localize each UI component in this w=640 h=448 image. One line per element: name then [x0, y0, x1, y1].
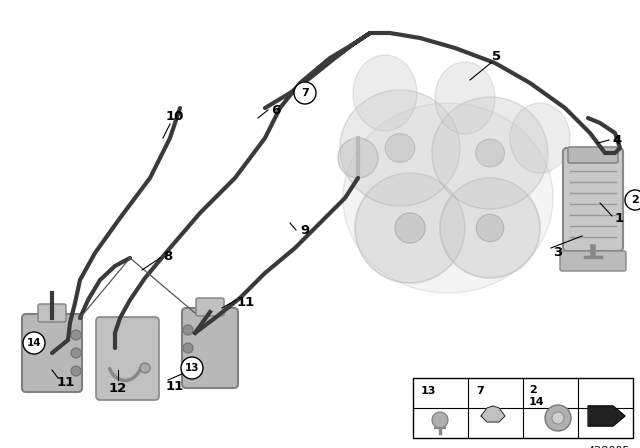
Circle shape [183, 325, 193, 335]
Ellipse shape [476, 214, 504, 242]
Text: 428005: 428005 [588, 446, 630, 448]
Circle shape [181, 357, 203, 379]
Text: 13: 13 [421, 386, 436, 396]
Text: 7: 7 [301, 88, 309, 98]
FancyBboxPatch shape [22, 314, 82, 392]
FancyBboxPatch shape [568, 147, 618, 163]
FancyBboxPatch shape [560, 251, 626, 271]
Circle shape [183, 343, 193, 353]
Ellipse shape [440, 178, 540, 278]
Text: 8: 8 [163, 250, 173, 263]
Text: 11: 11 [166, 379, 184, 392]
Text: 11: 11 [237, 297, 255, 310]
Circle shape [625, 190, 640, 210]
Ellipse shape [435, 62, 495, 134]
Ellipse shape [432, 97, 548, 209]
Text: 13: 13 [185, 363, 199, 373]
Text: 12: 12 [109, 382, 127, 395]
Ellipse shape [355, 173, 465, 283]
Text: 14: 14 [27, 338, 42, 348]
FancyBboxPatch shape [38, 304, 66, 322]
Ellipse shape [340, 90, 460, 206]
Polygon shape [588, 406, 625, 426]
Ellipse shape [476, 139, 504, 167]
Text: 4: 4 [612, 134, 621, 146]
Text: 14: 14 [529, 397, 545, 407]
Ellipse shape [338, 138, 378, 178]
FancyBboxPatch shape [96, 317, 159, 400]
Text: 9: 9 [300, 224, 310, 237]
Text: 3: 3 [554, 246, 563, 258]
Text: 11: 11 [57, 376, 75, 389]
Circle shape [71, 330, 81, 340]
Text: 6: 6 [271, 103, 280, 116]
Polygon shape [481, 406, 505, 422]
Ellipse shape [395, 213, 425, 243]
Circle shape [183, 361, 193, 371]
Circle shape [552, 412, 564, 424]
Text: 2: 2 [529, 385, 537, 395]
FancyBboxPatch shape [413, 378, 633, 438]
Text: 2: 2 [631, 195, 639, 205]
Text: 7: 7 [476, 386, 484, 396]
FancyBboxPatch shape [182, 308, 238, 388]
Circle shape [71, 348, 81, 358]
Text: 1: 1 [614, 211, 623, 224]
Circle shape [140, 363, 150, 373]
Circle shape [294, 82, 316, 104]
Ellipse shape [510, 103, 570, 173]
Circle shape [545, 405, 571, 431]
Text: 5: 5 [492, 49, 502, 63]
FancyBboxPatch shape [196, 298, 224, 316]
Ellipse shape [343, 103, 553, 293]
FancyBboxPatch shape [563, 148, 623, 251]
Circle shape [71, 366, 81, 376]
Ellipse shape [385, 134, 415, 163]
Text: 10: 10 [166, 109, 184, 122]
Circle shape [23, 332, 45, 354]
Ellipse shape [353, 55, 417, 131]
Ellipse shape [432, 412, 448, 428]
